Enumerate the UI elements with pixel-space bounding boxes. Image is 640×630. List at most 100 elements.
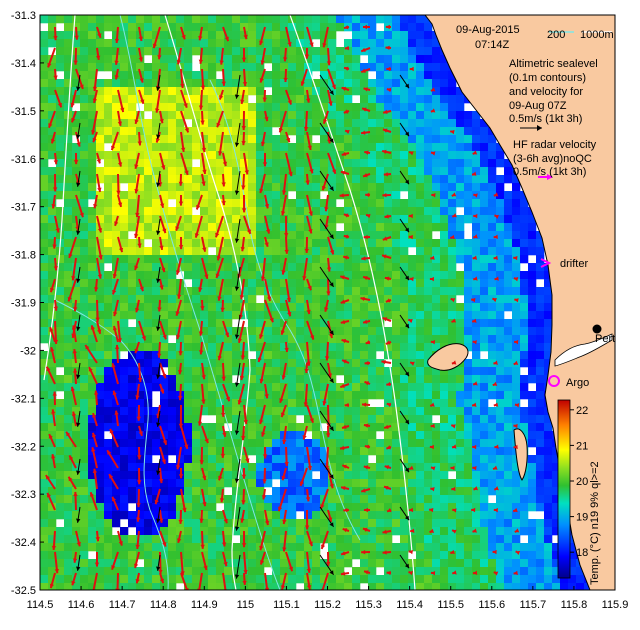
hf-arrow bbox=[49, 326, 56, 343]
colorbar-label: Temp. (°C) n19 9% ql>=2 bbox=[589, 461, 601, 585]
hf-arrow bbox=[259, 26, 266, 46]
hf-arrow bbox=[381, 359, 392, 365]
hf-arrow bbox=[430, 255, 435, 260]
hf-arrow bbox=[136, 509, 141, 522]
hf-arrow bbox=[382, 550, 392, 555]
hf-arrow bbox=[159, 572, 165, 584]
hf-arrow bbox=[216, 110, 224, 128]
longitude-axis: 114.5 114.6 114.7 114.8 114.9 115 115.1 115.2 11… bbox=[27, 586, 628, 611]
hf-arrow bbox=[242, 68, 248, 87]
hf-arrow bbox=[176, 320, 182, 340]
hf-arrow bbox=[243, 446, 250, 464]
hf-arrow bbox=[135, 299, 140, 313]
hf-arrow bbox=[363, 234, 371, 240]
hf-arrow bbox=[361, 549, 371, 555]
hf-arrow bbox=[133, 551, 140, 569]
hf-velocity-arrows bbox=[45, 24, 521, 590]
hf-arrow bbox=[306, 446, 313, 471]
hf-arrow bbox=[51, 409, 56, 427]
hf-arrow bbox=[217, 341, 224, 361]
sla-arrow bbox=[234, 362, 241, 387]
hf-arrow bbox=[241, 173, 246, 190]
hf-arrow bbox=[51, 530, 57, 551]
lat-tick-label: -32.5 bbox=[11, 585, 36, 597]
hf-arrow bbox=[280, 404, 287, 418]
hf-arrow bbox=[361, 107, 371, 112]
hf-arrow bbox=[48, 110, 56, 129]
colorbar-tick-label: 20 bbox=[576, 476, 588, 488]
hf-arrow bbox=[281, 467, 287, 481]
hf-arrow bbox=[514, 528, 520, 533]
hf-arrow bbox=[515, 550, 521, 555]
hf-arrow bbox=[157, 299, 162, 312]
hf-arrow bbox=[114, 26, 120, 44]
hf-arrow bbox=[344, 45, 350, 51]
sla-arrow bbox=[234, 314, 241, 339]
hf-arrow bbox=[340, 571, 350, 576]
lat-tick-label: -31.6 bbox=[11, 154, 36, 166]
hf-arrow bbox=[180, 110, 190, 133]
hf-arrow bbox=[384, 214, 392, 219]
hf-arrow bbox=[327, 152, 337, 175]
hf-arrow bbox=[94, 551, 100, 567]
hf-arrow bbox=[386, 570, 392, 576]
hf-arrow bbox=[385, 298, 392, 303]
hf-arrow bbox=[410, 528, 415, 533]
hf-arrow bbox=[73, 491, 78, 511]
hf-arrow bbox=[264, 194, 270, 209]
hf-arrow bbox=[280, 320, 287, 336]
hf-arrow bbox=[241, 47, 247, 62]
hf-arrow bbox=[280, 572, 287, 590]
hf-arrow bbox=[471, 318, 477, 323]
hf-arrow bbox=[386, 66, 392, 72]
hf-arrow bbox=[96, 173, 102, 193]
hf-arrow bbox=[220, 404, 226, 417]
colorbar-tick-label: 18 bbox=[576, 547, 588, 559]
hf-arrow bbox=[261, 425, 266, 437]
hf-arrow bbox=[473, 276, 478, 281]
hf-arrow bbox=[306, 320, 315, 340]
hf-arrow bbox=[177, 362, 183, 375]
sla-arrow bbox=[399, 410, 410, 425]
hf-arrow bbox=[430, 340, 436, 345]
hf-arrow bbox=[88, 366, 98, 385]
hf-arrow bbox=[450, 465, 455, 471]
sla-arrow bbox=[399, 314, 410, 329]
hf-note-line: (3-6h avg)noQC bbox=[513, 153, 592, 165]
sla-arrow bbox=[234, 74, 241, 99]
hf-arrow bbox=[382, 236, 392, 241]
hf-arrow bbox=[262, 467, 267, 484]
lon-tick-label: 115.1 bbox=[273, 599, 300, 611]
hf-arrow bbox=[93, 194, 98, 209]
sla-arrow bbox=[399, 458, 410, 473]
hf-arrow bbox=[382, 109, 392, 115]
hf-arrow bbox=[95, 47, 101, 61]
hf-arrow bbox=[92, 412, 98, 427]
hf-arrow bbox=[178, 383, 183, 401]
hf-arrow bbox=[178, 404, 184, 428]
hf-arrow bbox=[159, 425, 168, 446]
hf-arrow bbox=[324, 341, 330, 361]
hf-arrow bbox=[306, 299, 311, 315]
hf-arrow bbox=[111, 496, 119, 511]
sla-arrow bbox=[156, 314, 161, 331]
hf-arrow bbox=[135, 194, 140, 218]
hf-arrow bbox=[285, 278, 292, 303]
hf-arrow bbox=[200, 299, 205, 311]
sla-arrow bbox=[76, 554, 81, 571]
hf-arrow bbox=[241, 131, 246, 146]
hf-arrow bbox=[53, 257, 59, 271]
hf-arrow bbox=[53, 152, 59, 165]
hf-arrow bbox=[326, 47, 332, 66]
hf-arrow bbox=[512, 507, 518, 513]
hf-arrow bbox=[386, 381, 392, 387]
hf-arrow bbox=[222, 551, 228, 567]
hf-arrow bbox=[494, 214, 499, 219]
hf-arrow bbox=[241, 110, 246, 131]
hf-arrow bbox=[70, 89, 77, 108]
hf-arrow bbox=[117, 194, 123, 208]
hf-arrow bbox=[114, 410, 119, 427]
hf-arrow bbox=[197, 404, 203, 426]
sla-arrow bbox=[234, 122, 241, 147]
